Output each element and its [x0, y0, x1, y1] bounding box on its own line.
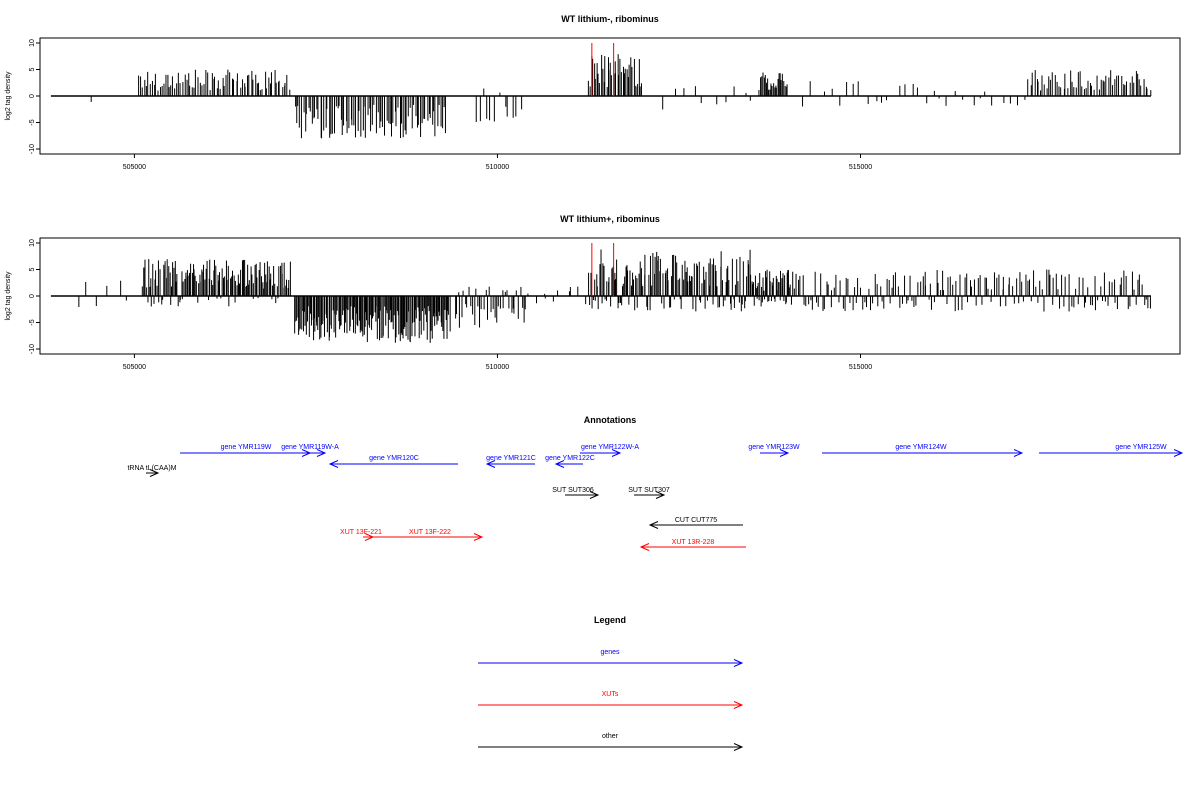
- panel-title: WT lithium+, ribominus: [560, 214, 660, 224]
- feature-label: gene YMR124W: [895, 444, 947, 451]
- feature-label: gene YMR122W-A: [581, 444, 639, 451]
- legend-arrow-head: [733, 701, 744, 709]
- feature-label: SUT SUT307: [628, 487, 670, 494]
- x-tick-label: 515000: [849, 164, 872, 171]
- y-axis: -10 -5 0 5 10: [29, 239, 40, 354]
- legend-title: Legend: [594, 615, 626, 625]
- annotation-feature: gene YMR120C: [328, 455, 458, 468]
- legend-item: genes: [478, 649, 744, 667]
- feature-label: SUT SUT306: [552, 487, 594, 494]
- legend-arrow-head: [733, 659, 744, 667]
- feature-arrow-head: [554, 460, 565, 468]
- feature-arrow-head: [316, 449, 327, 457]
- annotation-feature: gene YMR121C: [485, 455, 536, 468]
- feature-label: gene YMR123W: [748, 444, 800, 451]
- legend-label: XUTs: [602, 691, 619, 698]
- feature-arrow-head: [655, 491, 666, 499]
- feature-label: gene YMR119W-A: [281, 444, 339, 451]
- panel-wt-lithium-plus: WT lithium+, ribominus log2 tag density …: [5, 214, 1181, 371]
- y-tick-label: 5: [29, 67, 36, 71]
- annotation-feature: XUT 13F-222: [373, 529, 484, 541]
- feature-label: gene YMR120C: [369, 455, 419, 462]
- y-tick-label: 0: [29, 294, 36, 298]
- y-tick-label: 5: [29, 267, 36, 271]
- legend-label: other: [602, 733, 619, 740]
- legend-item: XUTs: [478, 691, 744, 709]
- annotation-feature: gene YMR122C: [545, 455, 595, 468]
- density-bars: [50, 249, 1151, 343]
- feature-label: CUT CUT775: [675, 517, 717, 524]
- annotation-feature: SUT SUT306: [552, 487, 600, 499]
- y-tick-label: 10: [29, 239, 36, 247]
- density-bars: [50, 54, 1152, 139]
- y-tick-label: 10: [29, 39, 36, 47]
- panel-wt-lithium-minus: WT lithium-, ribominus log2 tag density …: [5, 14, 1181, 171]
- annotation-feature: gene YMR122W-A: [580, 444, 639, 457]
- feature-label: tRNA tL(CAA)M: [127, 465, 176, 472]
- feature-label: XUT 13F-222: [409, 529, 451, 536]
- annotation-feature: CUT CUT775: [648, 517, 743, 529]
- y-tick-label: -5: [29, 119, 36, 125]
- annotation-feature: tRNA tL(CAA)M: [127, 465, 177, 477]
- legend: genes XUTs other: [478, 649, 744, 751]
- legend-item: other: [478, 733, 744, 751]
- feature-label: gene YMR122C: [545, 455, 595, 462]
- feature-arrow-head: [473, 533, 484, 541]
- x-tick-label: 510000: [486, 364, 509, 371]
- x-tick-label: 505000: [123, 164, 146, 171]
- y-tick-label: -10: [29, 144, 36, 154]
- feature-label: XUT 13R-228: [672, 539, 715, 546]
- feature-arrow-head: [1173, 449, 1184, 457]
- legend-arrow-head: [733, 743, 744, 751]
- feature-label: gene YMR119W: [221, 444, 272, 451]
- feature-arrow-head: [648, 521, 659, 529]
- annotation-feature: gene YMR123W: [748, 444, 800, 457]
- feature-arrow-head: [639, 543, 650, 551]
- annotations-title: Annotations: [584, 415, 637, 425]
- y-tick-label: -10: [29, 344, 36, 354]
- y-axis-label: log2 tag density: [5, 71, 12, 121]
- annotation-features: gene YMR119W gene YMR119W-A gene YMR120C ge…: [127, 444, 1184, 551]
- x-tick-label: 510000: [486, 164, 509, 171]
- annotation-feature: gene YMR125W: [1039, 444, 1184, 457]
- x-tick-label: 515000: [849, 364, 872, 371]
- highlight-markers: [591, 43, 615, 96]
- x-axis: 505000 510000 515000: [123, 354, 872, 371]
- x-axis: 505000 510000 515000: [123, 154, 872, 171]
- legend-label: genes: [600, 649, 620, 656]
- highlight-markers: [591, 243, 615, 296]
- annotation-feature: XUT 13R-228: [639, 539, 746, 551]
- annotation-feature: SUT SUT307: [628, 487, 670, 499]
- y-axis-label: log2 tag density: [5, 271, 12, 321]
- feature-arrow-head: [589, 491, 600, 499]
- feature-arrow-head: [611, 449, 622, 457]
- y-axis: -10 -5 0 5 10: [29, 39, 40, 154]
- feature-arrow-head: [149, 469, 160, 477]
- feature-label: gene YMR125W: [1115, 444, 1167, 451]
- feature-arrow-head: [1013, 449, 1024, 457]
- feature-arrow-head: [328, 460, 339, 468]
- feature-label: XUT 13F-221: [340, 529, 382, 536]
- annotation-feature: XUT 13F-221: [340, 529, 382, 541]
- feature-arrow-head: [485, 460, 496, 468]
- feature-label: gene YMR121C: [486, 455, 536, 462]
- y-tick-label: -5: [29, 319, 36, 325]
- annotation-feature: gene YMR119W-A: [275, 444, 339, 457]
- feature-arrow-head: [779, 449, 790, 457]
- y-tick-label: 0: [29, 94, 36, 98]
- annotation-feature: gene YMR124W: [822, 444, 1024, 457]
- x-tick-label: 505000: [123, 364, 146, 371]
- panel-title: WT lithium-, ribominus: [561, 14, 659, 24]
